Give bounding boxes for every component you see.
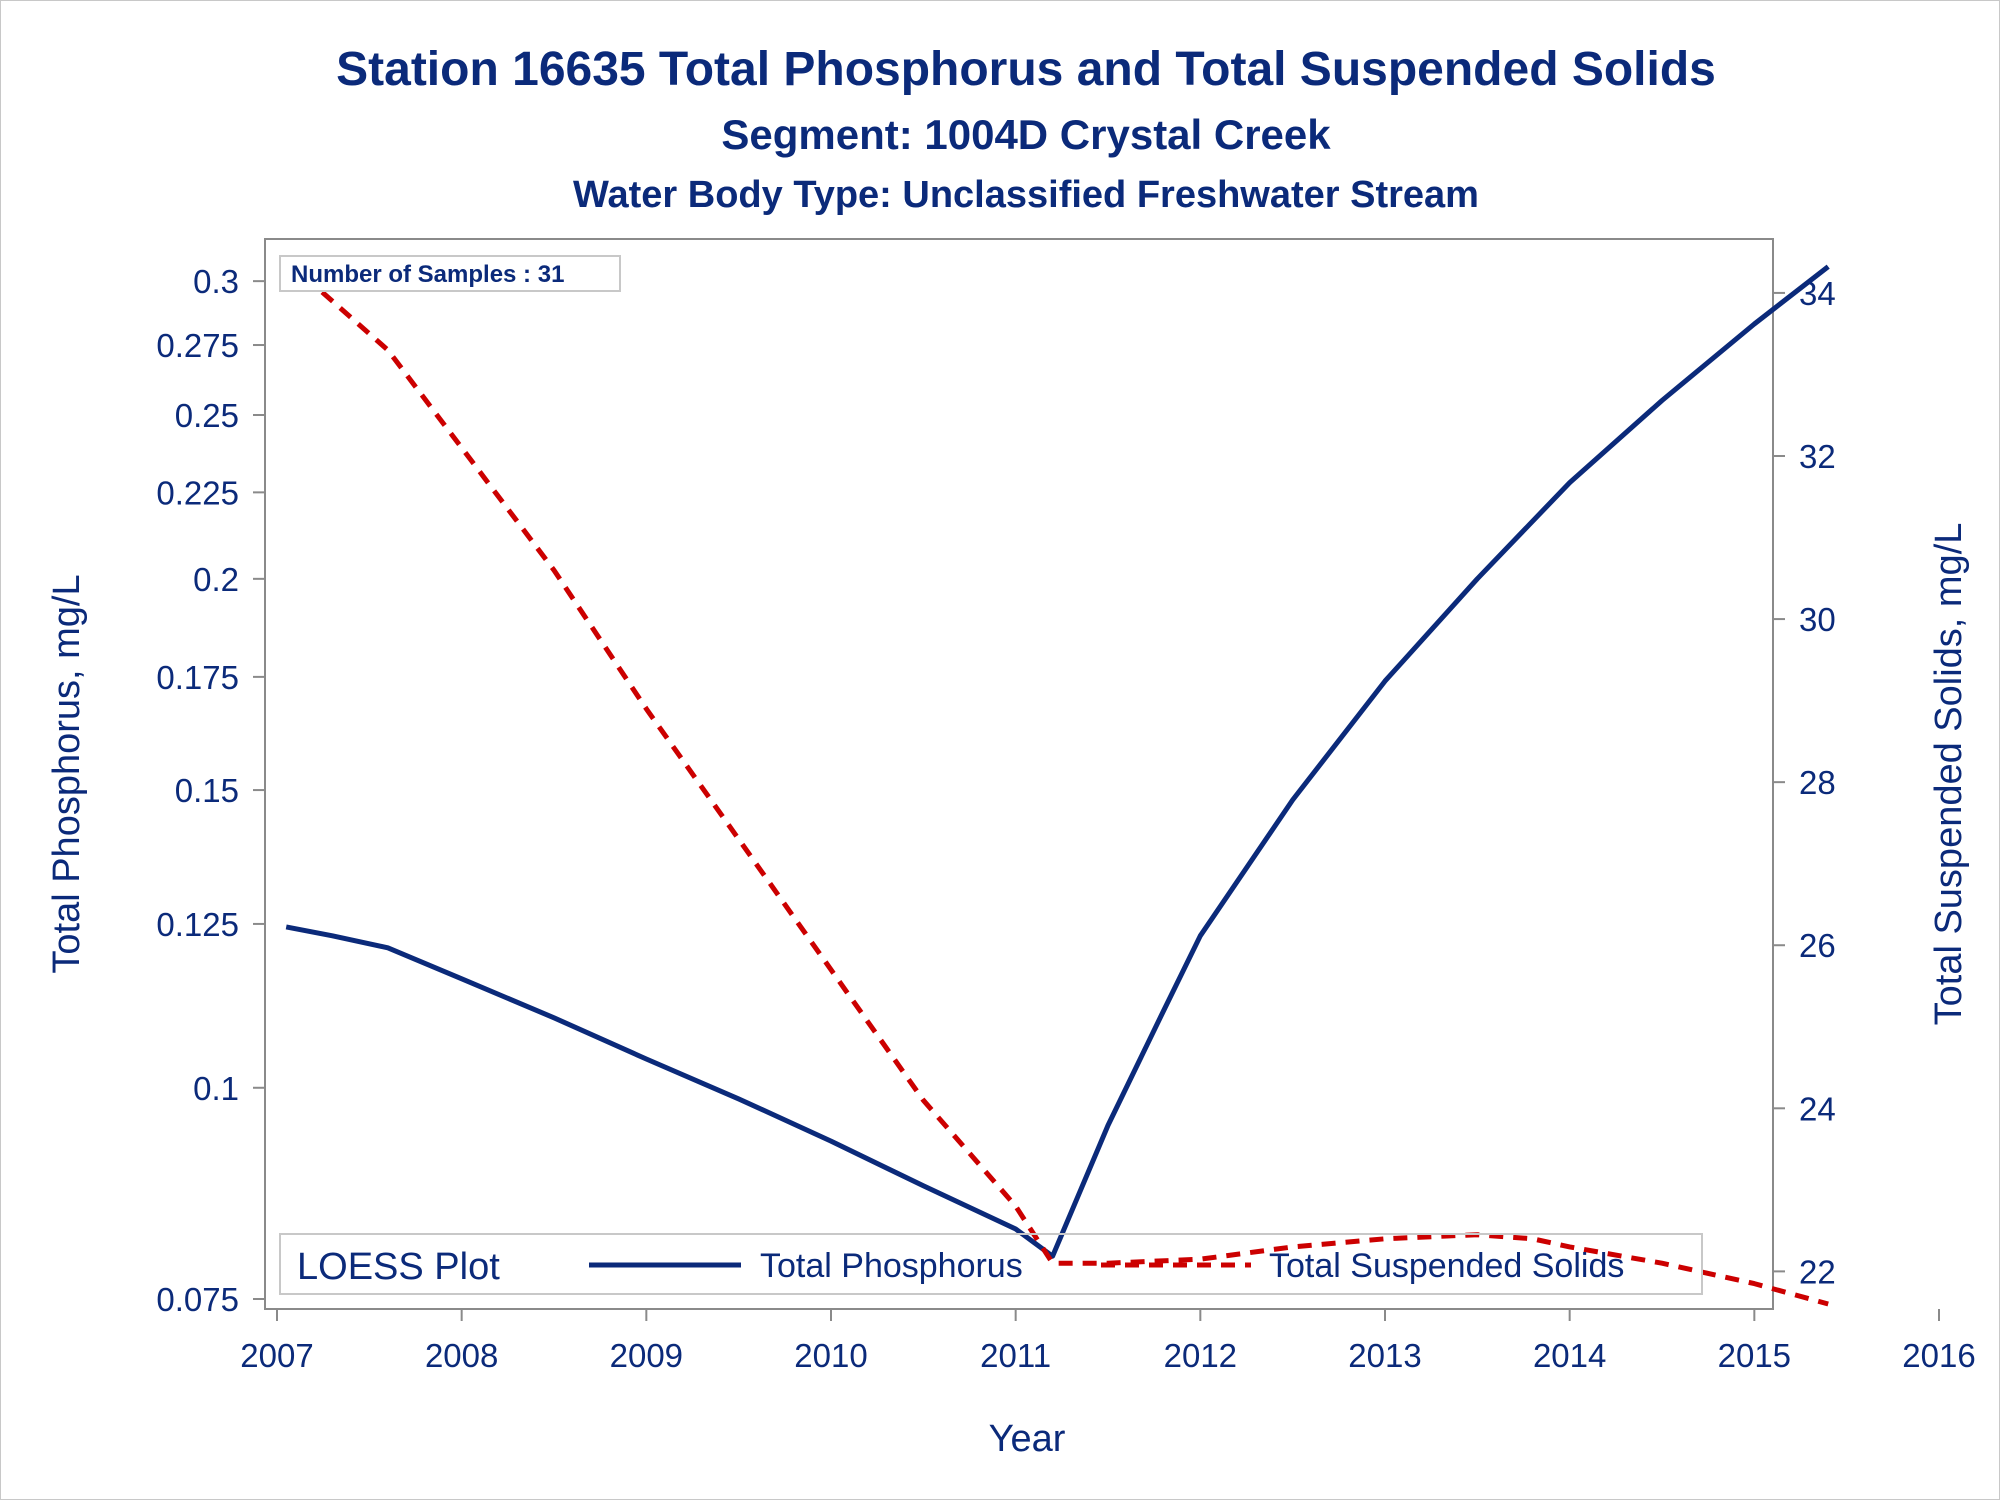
x-tick-label: 2015	[1718, 1337, 1791, 1374]
y-left-tick-label: 0.25	[175, 397, 239, 434]
legend-box	[279, 1233, 1703, 1295]
x-tick-label: 2007	[240, 1337, 313, 1374]
legend-title: LOESS Plot	[297, 1246, 500, 1288]
x-tick-label: 2010	[794, 1337, 867, 1374]
y-left-tick-label: 0.15	[175, 772, 239, 809]
x-tick-label: 2012	[1164, 1337, 1237, 1374]
chart-subtitle-2: Water Body Type: Unclassified Freshwater…	[573, 174, 1479, 216]
plot-area	[264, 238, 1774, 1310]
y-axis-right: 22 24 26 28 30 32 34	[1773, 275, 1836, 1290]
sample-count-inset: Number of Samples : 31	[279, 255, 621, 292]
y-left-tick-label: 0.275	[156, 327, 239, 364]
y-left-tick-label: 0.3	[193, 263, 239, 300]
y-left-tick-label: 0.075	[156, 1281, 239, 1318]
y-right-tick-label: 32	[1799, 438, 1836, 475]
legend: LOESS Plot Total Phosphorus Total Suspen…	[279, 1233, 1703, 1295]
y-left-tick-label: 0.1	[193, 1070, 239, 1107]
y-left-tick-label: 0.225	[156, 474, 239, 511]
x-tick-label: 2009	[610, 1337, 683, 1374]
x-axis-label: Year	[989, 1418, 1066, 1460]
series-lines	[284, 258, 1830, 1307]
y-axis-left-label: Total Phosphorus, mg/L	[46, 574, 88, 973]
y-left-tick-label: 0.175	[156, 659, 239, 696]
y-left-tick-label: 0.125	[156, 906, 239, 943]
y-right-tick-label: 28	[1799, 764, 1836, 801]
sample-count-box	[279, 255, 621, 292]
chart-title: Station 16635 Total Phosphorus and Total…	[336, 43, 1716, 96]
x-tick-label: 2011	[980, 1337, 1051, 1374]
x-tick-label: 2014	[1533, 1337, 1606, 1374]
sample-count-text: Number of Samples : 31	[291, 261, 564, 288]
x-axis: 2007 2008 2009 2010 2011 2012 2013 2014 2015 2016	[240, 1309, 1976, 1374]
y-right-tick-label: 22	[1799, 1253, 1836, 1290]
x-tick-label: 2008	[425, 1337, 498, 1374]
y-left-tick-label: 0.2	[193, 561, 239, 598]
series-line-total-phosphorus	[285, 264, 1830, 1259]
x-tick-label: 2013	[1348, 1337, 1421, 1374]
y-right-tick-label: 34	[1799, 275, 1836, 312]
y-right-tick-label: 24	[1799, 1090, 1836, 1127]
series-line-total-suspended-solids	[284, 258, 1829, 1307]
y-axis-right-label: Total Suspended Solids, mg/L	[1928, 523, 1970, 1026]
chart-subtitle: Segment: 1004D Crystal Creek	[721, 111, 1331, 158]
legend-label-total-phosphorus: Total Phosphorus	[760, 1247, 1023, 1285]
y-axis-left: 0.075 0.1 0.125 0.15 0.175 0.2 0.225 0.25 0.275 0…	[156, 263, 265, 1318]
x-tick-label: 2016	[1902, 1337, 1975, 1374]
legend-label-total-suspended-solids: Total Suspended Solids	[1269, 1247, 1624, 1285]
y-right-tick-label: 30	[1799, 601, 1836, 638]
y-right-tick-label: 26	[1799, 927, 1836, 964]
